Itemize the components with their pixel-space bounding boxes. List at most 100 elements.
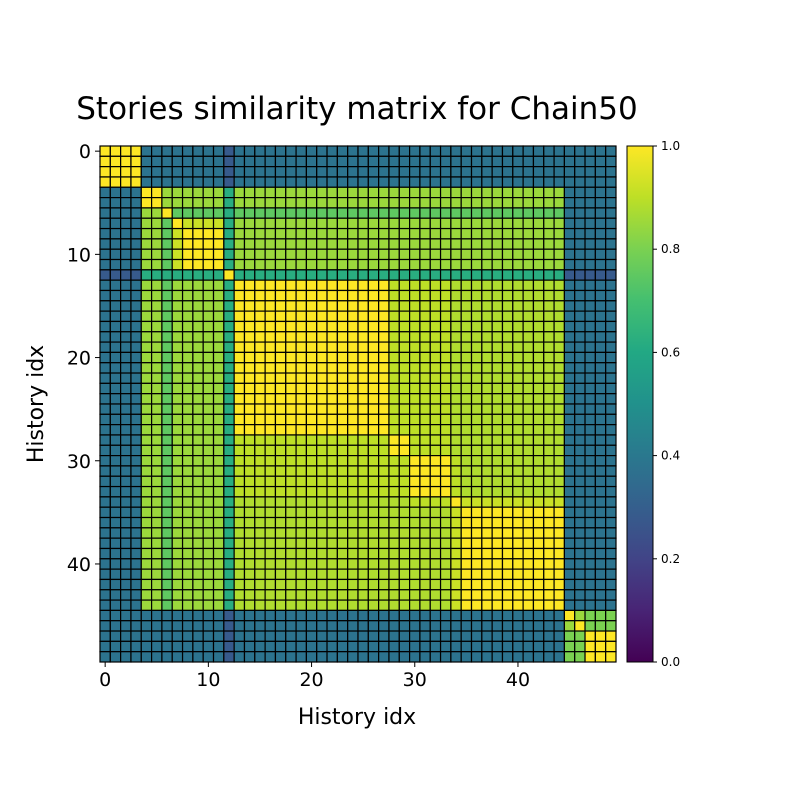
heatmap-cell xyxy=(429,197,442,209)
heatmap-cell xyxy=(223,578,235,591)
heatmap-cell xyxy=(212,382,225,395)
heatmap-cell xyxy=(202,331,215,343)
heatmap-cell xyxy=(605,300,617,312)
heatmap-cell xyxy=(450,599,462,612)
heatmap-cell xyxy=(99,527,111,539)
heatmap-cell xyxy=(450,568,462,581)
heatmap-cell xyxy=(357,186,369,199)
heatmap-cell xyxy=(512,248,524,261)
heatmap-cell xyxy=(460,166,473,178)
heatmap-cell xyxy=(429,258,442,271)
heatmap-cell xyxy=(429,331,442,343)
heatmap-cell xyxy=(264,609,277,622)
heatmap-cell xyxy=(181,516,194,529)
heatmap-cell xyxy=(470,176,483,188)
heatmap-cell xyxy=(501,434,514,446)
heatmap-cell xyxy=(243,145,256,157)
heatmap-cell xyxy=(584,372,596,384)
heatmap-cell xyxy=(295,393,307,405)
heatmap-cell xyxy=(120,609,132,622)
heatmap-cell xyxy=(543,331,555,343)
heatmap-cell xyxy=(243,207,256,219)
heatmap-cell xyxy=(347,485,359,498)
heatmap-cell xyxy=(120,289,132,302)
heatmap-cell xyxy=(409,310,421,323)
heatmap-cell xyxy=(522,444,535,457)
heatmap-cell xyxy=(202,578,215,591)
heatmap-cell xyxy=(171,176,184,188)
heatmap-cell xyxy=(109,217,122,230)
heatmap-cell xyxy=(429,372,442,384)
heatmap-cell xyxy=(367,372,380,384)
heatmap-cell xyxy=(212,258,225,271)
heatmap-cell xyxy=(140,537,153,550)
heatmap-cell xyxy=(264,362,277,374)
heatmap-cell xyxy=(151,609,163,622)
heatmap-cell xyxy=(460,155,473,168)
heatmap-cell xyxy=(563,589,576,601)
heatmap-cell xyxy=(522,289,535,302)
heatmap-cell xyxy=(429,558,442,570)
heatmap-cell xyxy=(522,651,535,663)
heatmap-cell xyxy=(305,331,318,343)
heatmap-cell xyxy=(563,269,576,281)
heatmap-cell xyxy=(439,640,452,653)
heatmap-cell xyxy=(388,589,400,601)
heatmap-cell xyxy=(181,372,194,384)
heatmap-cell xyxy=(192,166,204,178)
heatmap-cell xyxy=(171,496,184,508)
heatmap-cell xyxy=(264,485,277,498)
heatmap-cell xyxy=(192,155,204,168)
heatmap-cell xyxy=(223,362,235,374)
heatmap-cell xyxy=(151,537,163,550)
heatmap-cell xyxy=(305,651,318,663)
heatmap-cell xyxy=(295,217,307,230)
heatmap-cell xyxy=(336,362,349,374)
heatmap-cell xyxy=(181,155,194,168)
heatmap-cell xyxy=(254,424,266,436)
heatmap-cell xyxy=(181,475,194,488)
heatmap-cell xyxy=(553,248,566,261)
heatmap-cell xyxy=(605,351,617,364)
heatmap-cell xyxy=(326,537,338,550)
heatmap-cell xyxy=(295,372,307,384)
heatmap-cell xyxy=(140,351,153,364)
heatmap-cell xyxy=(223,413,235,426)
heatmap-cell xyxy=(450,506,462,519)
heatmap-cell xyxy=(398,258,411,271)
heatmap-cell xyxy=(347,362,359,374)
heatmap-cell xyxy=(202,568,215,581)
heatmap-cell xyxy=(388,382,400,395)
heatmap-cell xyxy=(460,599,473,612)
heatmap-cell xyxy=(419,227,431,240)
heatmap-cell xyxy=(212,186,225,199)
heatmap-cell xyxy=(594,207,607,219)
heatmap-cell xyxy=(543,341,555,353)
heatmap-cell xyxy=(264,465,277,477)
heatmap-cell xyxy=(543,238,555,250)
heatmap-cell xyxy=(347,527,359,539)
heatmap-cell xyxy=(161,382,173,395)
heatmap-cell xyxy=(378,258,390,271)
heatmap-cell xyxy=(605,238,617,250)
heatmap-cell xyxy=(274,176,287,188)
heatmap-cell xyxy=(254,630,266,642)
heatmap-cell xyxy=(605,289,617,302)
heatmap-cell xyxy=(574,227,586,240)
heatmap-cell xyxy=(409,258,421,271)
heatmap-cell xyxy=(543,444,555,457)
heatmap-cell xyxy=(450,403,462,415)
heatmap-cell xyxy=(120,475,132,488)
heatmap-cell xyxy=(553,465,566,477)
heatmap-cell xyxy=(574,558,586,570)
heatmap-cell xyxy=(120,413,132,426)
heatmap-cell xyxy=(212,651,225,663)
heatmap-cell xyxy=(388,197,400,209)
heatmap-cell xyxy=(171,186,184,199)
heatmap-cell xyxy=(450,455,462,467)
heatmap-cell xyxy=(512,176,524,188)
heatmap-cell xyxy=(543,599,555,612)
heatmap-cell xyxy=(181,382,194,395)
heatmap-cell xyxy=(130,227,142,240)
heatmap-cell xyxy=(429,166,442,178)
